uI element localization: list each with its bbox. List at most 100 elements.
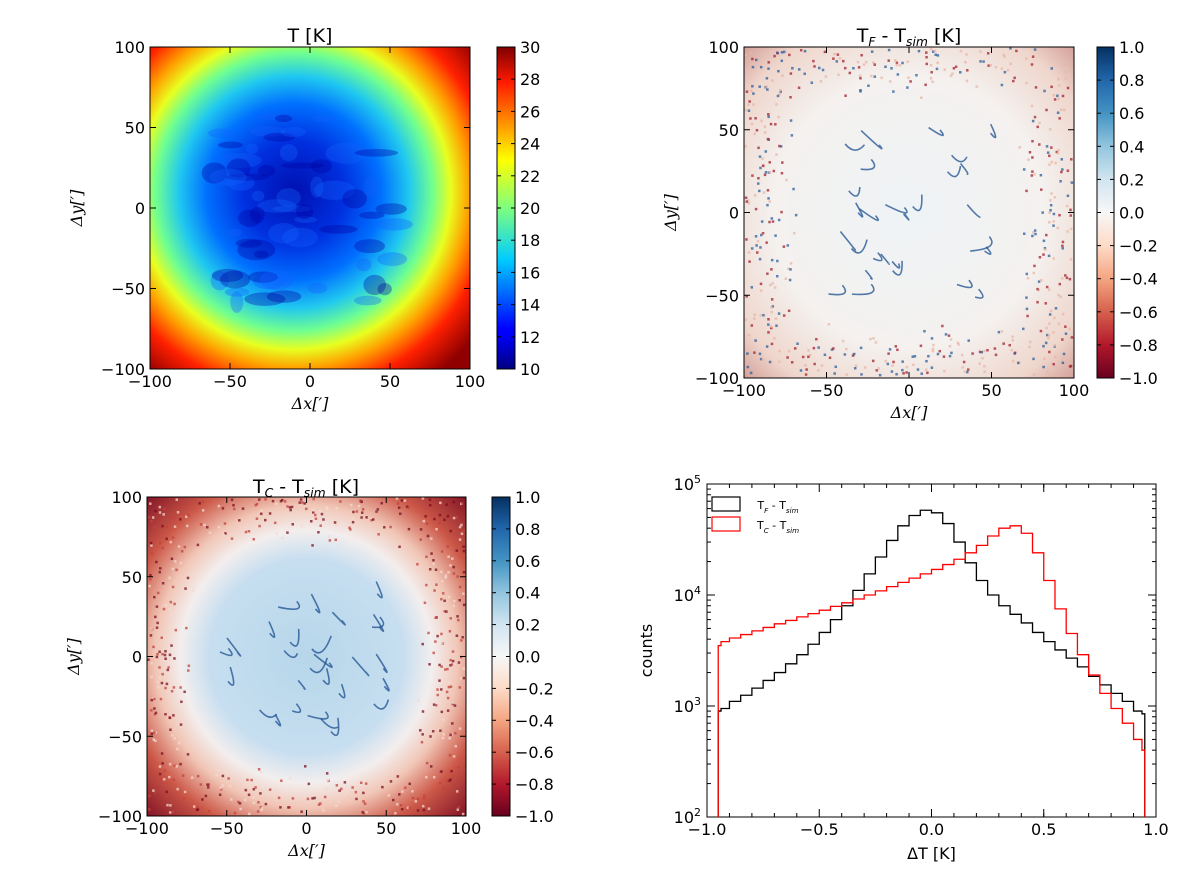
heatmap-texture <box>752 317 756 320</box>
heatmap-texture <box>288 777 292 780</box>
heatmap-texture <box>745 295 748 298</box>
heatmap-texture <box>778 92 782 96</box>
heatmap-texture <box>161 672 164 676</box>
heatmap-texture <box>929 77 933 80</box>
heatmap-texture <box>147 658 150 661</box>
heatmap-texture <box>162 607 166 611</box>
heatmap-texture <box>429 537 433 540</box>
heatmap-texture <box>452 572 456 575</box>
heatmap-texture <box>746 199 750 202</box>
heatmap-texture <box>461 812 465 816</box>
heatmap-texture <box>851 354 855 357</box>
heatmap-texture <box>887 352 890 355</box>
heatmap-texture <box>445 503 448 506</box>
heatmap-texture <box>931 80 934 83</box>
heatmap-texture <box>377 533 380 536</box>
heatmap-texture <box>179 686 182 689</box>
heatmap-filament <box>258 709 278 718</box>
heatmap-texture <box>190 574 194 578</box>
series-line-2 <box>717 525 1146 817</box>
heatmap-texture <box>451 650 455 653</box>
heatmap-texture <box>807 349 810 352</box>
heatmap-texture <box>747 103 750 106</box>
heatmap-texture <box>444 668 447 671</box>
heatmap-texture <box>793 231 796 235</box>
heatmap-texture <box>310 520 313 523</box>
heatmap-texture <box>221 784 225 787</box>
heatmap-texture <box>217 769 220 772</box>
heatmap-texture <box>363 274 386 296</box>
heatmap-texture <box>779 88 782 92</box>
heatmap-texture <box>163 636 166 639</box>
heatmap-texture <box>442 718 445 721</box>
heatmap-texture <box>1069 214 1072 217</box>
colorbar-tick-label: 30 <box>520 38 540 57</box>
heatmap-texture <box>173 602 176 606</box>
heatmap-texture <box>901 360 904 363</box>
heatmap-texture <box>433 598 436 602</box>
heatmap-texture <box>449 529 452 533</box>
heatmap-texture <box>1003 70 1007 74</box>
heatmap-texture <box>446 667 449 671</box>
heatmap-texture <box>438 679 441 682</box>
heatmap-texture <box>168 576 171 580</box>
heatmap-texture <box>765 85 768 89</box>
heatmap-texture <box>1053 316 1056 320</box>
heatmap-texture <box>169 666 173 670</box>
heatmap-texture <box>175 602 179 606</box>
heatmap-texture <box>335 506 339 510</box>
heatmap-texture <box>777 69 780 73</box>
heatmap-texture <box>1002 53 1005 57</box>
heatmap-texture <box>225 173 269 181</box>
heatmap-texture <box>758 352 762 356</box>
heatmap-texture <box>172 778 176 781</box>
heatmap-texture <box>432 703 436 706</box>
heatmap-texture <box>282 227 318 248</box>
heatmap-texture <box>419 729 422 732</box>
colorbar-tick-label: 18 <box>520 231 540 250</box>
heatmap-texture <box>776 259 779 263</box>
heatmap-texture <box>761 157 764 160</box>
heatmap-filament <box>912 194 923 212</box>
heatmap-texture <box>376 508 380 511</box>
heatmap-texture <box>156 686 160 689</box>
heatmap-texture <box>1056 226 1060 230</box>
heatmap-filament <box>320 718 339 729</box>
heatmap-texture <box>411 789 414 793</box>
heatmap-texture <box>217 525 221 529</box>
heatmap-texture <box>1042 253 1045 256</box>
colorbar-tick-label: −1.0 <box>1119 369 1158 388</box>
heatmap-texture <box>449 685 453 688</box>
heatmap-texture <box>1043 89 1046 93</box>
heatmap-texture <box>449 658 452 662</box>
heatmap-texture <box>451 775 455 778</box>
heatmap-texture <box>912 363 915 367</box>
heatmap-texture <box>1066 169 1070 172</box>
heatmap-texture <box>400 499 404 502</box>
heatmap-texture <box>935 67 939 71</box>
heatmap-texture <box>201 509 205 512</box>
heatmap-texture <box>1057 97 1060 101</box>
heatmap-texture <box>224 532 227 535</box>
heatmap-texture <box>1025 81 1028 85</box>
heatmap-texture <box>961 366 964 369</box>
heatmap-texture <box>396 775 400 778</box>
heatmap-texture <box>1010 348 1013 352</box>
heatmap-filament <box>297 679 306 690</box>
x-tick-label: −100 <box>125 819 169 838</box>
heatmap-texture <box>1043 246 1047 250</box>
heatmap-texture <box>425 522 429 525</box>
heatmap-texture <box>303 502 306 505</box>
heatmap-texture <box>923 329 926 333</box>
heatmap-texture <box>455 516 459 519</box>
colorbar-tick-label: 26 <box>520 102 540 121</box>
heatmap-texture <box>230 498 234 502</box>
heatmap-texture <box>983 365 986 368</box>
heatmap-texture <box>986 348 989 352</box>
heatmap-texture <box>447 571 450 574</box>
heatmap-texture <box>446 514 450 518</box>
heatmap-texture <box>906 86 909 89</box>
heatmap-texture <box>286 531 289 534</box>
heatmap-texture <box>392 798 395 802</box>
heatmap-filament <box>289 628 300 647</box>
